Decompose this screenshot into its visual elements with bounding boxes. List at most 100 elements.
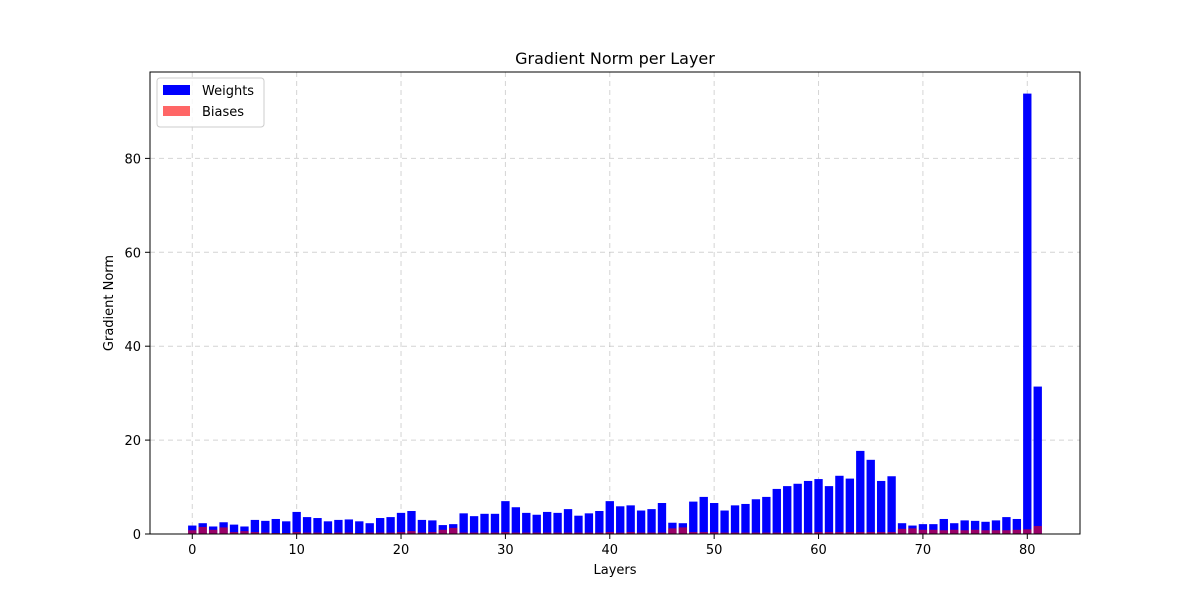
bar-weights-layer-44: [647, 509, 656, 534]
bar-weights-layer-15: [344, 519, 354, 534]
bar-biases-layer-80: [1023, 529, 1032, 534]
bar-weights-layer-40: [605, 501, 614, 534]
legend-swatch-weights: [163, 85, 190, 95]
bar-weights-layer-35: [553, 512, 562, 534]
bar-weights-layer-41: [616, 506, 625, 534]
bars: [188, 93, 1042, 534]
bar-biases-layer-47: [678, 527, 688, 534]
bar-biases-layer-2: [208, 529, 218, 534]
bar-biases-layer-41: [616, 532, 625, 534]
bar-biases-layer-49: [699, 532, 708, 534]
bar-biases-layer-10: [292, 532, 301, 534]
bar-weights-layer-55: [762, 496, 771, 534]
bar-weights-layer-37: [574, 515, 583, 534]
bar-weights-layer-70: [918, 524, 928, 534]
bar-weights-layer-62: [835, 475, 844, 534]
bar-biases-layer-66: [876, 532, 886, 534]
x-tick-label: 60: [810, 543, 827, 558]
bar-weights-layer-73: [950, 523, 959, 534]
bar-biases-layer-26: [459, 532, 468, 534]
legend-label-biases: Biases: [202, 105, 244, 120]
bar-weights-layer-30: [501, 501, 510, 534]
y-tick-label: 80: [124, 152, 141, 167]
bar-weights-layer-18: [375, 518, 385, 534]
bar-biases-layer-78: [1002, 530, 1011, 534]
bar-biases-layer-11: [302, 532, 312, 534]
bar-biases-layer-75: [970, 529, 980, 534]
bar-biases-layer-74: [960, 530, 969, 534]
bar-biases-layer-79: [1012, 529, 1022, 534]
chart-title: Gradient Norm per Layer: [515, 49, 715, 68]
bar-biases-layer-68: [897, 528, 907, 534]
bar-biases-layer-63: [845, 532, 855, 534]
bar-weights-layer-50: [709, 503, 719, 534]
x-axis-label: Layers: [593, 563, 636, 578]
bar-weights-layer-11: [302, 517, 312, 534]
bar-weights-layer-66: [876, 480, 886, 534]
x-tick-label: 20: [393, 543, 410, 558]
bar-weights-layer-27: [469, 516, 479, 534]
legend-label-weights: Weights: [202, 84, 254, 99]
y-tick-label: 0: [133, 528, 141, 543]
bar-biases-layer-33: [532, 532, 541, 534]
bar-biases-layer-45: [657, 532, 667, 534]
bar-weights-layer-68: [897, 523, 907, 534]
x-tick-label: 30: [497, 543, 514, 558]
bar-biases-layer-29: [490, 532, 500, 534]
bar-biases-layer-76: [981, 530, 990, 534]
bar-weights-layer-57: [783, 486, 792, 534]
bar-biases-layer-48: [689, 532, 698, 534]
bar-biases-layer-30: [501, 532, 510, 534]
bar-biases-layer-42: [626, 532, 635, 534]
bar-biases-layer-46: [668, 528, 677, 534]
bar-weights-layer-67: [887, 476, 896, 534]
bar-weights-layer-23: [428, 520, 437, 534]
bar-biases-layer-19: [386, 532, 395, 534]
x-tick-label: 10: [288, 543, 305, 558]
bar-biases-layer-65: [866, 532, 875, 534]
bar-weights-layer-71: [929, 524, 938, 534]
plot-area-background: [150, 72, 1080, 534]
bar-weights-layer-17: [365, 523, 374, 534]
bar-weights-layer-16: [355, 521, 364, 534]
y-tick-label: 20: [124, 434, 141, 449]
bar-biases-layer-4: [229, 532, 239, 534]
x-tick-label: 0: [188, 543, 196, 558]
bar-biases-layer-38: [584, 532, 594, 534]
bar-biases-layer-58: [793, 532, 802, 534]
bar-weights-layer-6: [250, 519, 260, 534]
bar-biases-layer-5: [240, 531, 249, 534]
bar-weights-layer-54: [751, 499, 761, 534]
bar-biases-layer-27: [469, 532, 479, 534]
bar-weights-layer-80: [1023, 93, 1032, 534]
bar-weights-layer-13: [323, 521, 333, 534]
bar-biases-layer-24: [438, 529, 447, 534]
y-tick-label: 60: [124, 246, 141, 261]
bar-biases-layer-51: [720, 532, 729, 534]
bar-biases-layer-28: [480, 532, 489, 534]
bar-biases-layer-72: [939, 530, 948, 534]
bar-biases-layer-61: [824, 532, 834, 534]
bar-biases-layer-54: [751, 532, 761, 534]
legend-swatch-biases: [163, 106, 190, 116]
bar-weights-layer-14: [334, 519, 343, 534]
bar-biases-layer-60: [814, 532, 823, 534]
x-tick-label: 40: [602, 543, 619, 558]
bar-weights-layer-58: [793, 483, 802, 534]
bar-biases-layer-40: [605, 532, 614, 534]
bar-weights-layer-74: [960, 520, 969, 534]
bar-weights-layer-12: [313, 518, 322, 534]
bar-biases-layer-50: [709, 532, 719, 534]
bar-weights-layer-10: [292, 511, 301, 534]
bar-weights-layer-0: [188, 525, 197, 534]
bar-weights-layer-78: [1002, 517, 1011, 534]
y-tick-label: 40: [124, 340, 141, 355]
bar-biases-layer-23: [428, 532, 437, 534]
bar-biases-layer-0: [188, 530, 197, 534]
bar-weights-layer-43: [636, 510, 646, 534]
bar-biases-layer-69: [908, 528, 917, 534]
bar-biases-layer-36: [563, 532, 573, 534]
bar-weights-layer-42: [626, 505, 635, 534]
bar-biases-layer-31: [511, 532, 521, 534]
bar-biases-layer-44: [647, 532, 656, 534]
